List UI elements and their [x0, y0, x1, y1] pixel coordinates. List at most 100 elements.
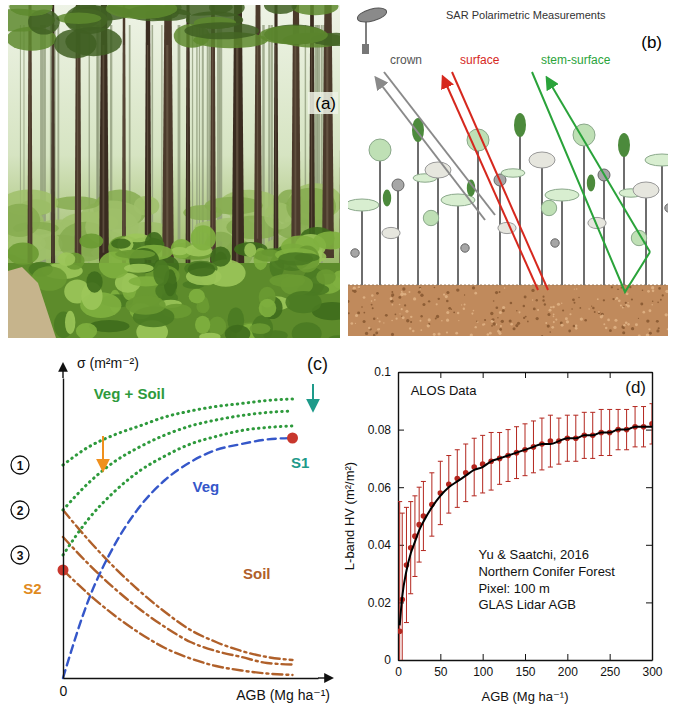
x-axis-tick: 100	[473, 654, 493, 679]
soil-grain	[436, 303, 438, 305]
soil-grain	[626, 292, 629, 295]
axis-arrow	[62, 364, 63, 378]
stem	[519, 125, 521, 285]
soil-grain	[495, 291, 498, 294]
soil-grain	[473, 310, 475, 312]
soil-grain	[373, 317, 376, 320]
stem	[361, 205, 363, 285]
photo-background	[8, 5, 340, 338]
soil-grain	[502, 306, 505, 309]
tick-mark	[567, 654, 568, 660]
tick-label: 100	[473, 665, 493, 679]
ray	[384, 72, 495, 215]
tick-mark	[567, 372, 568, 378]
y-axis-title: L-band HV (m²/m²)	[342, 462, 357, 570]
stem	[437, 170, 439, 285]
soil-grain	[536, 299, 538, 301]
panel-d: 05010015020025030000.020.040.060.080.1AL…	[342, 365, 663, 710]
crown-ball	[541, 200, 556, 215]
annotation: GLAS Lidar AGB	[478, 597, 576, 612]
soil-grain	[436, 315, 439, 318]
x-axis-top-tick	[610, 372, 611, 378]
soil-grain	[642, 290, 644, 292]
curve	[63, 426, 293, 555]
curve	[63, 411, 293, 510]
crown-hatched	[633, 182, 659, 198]
soil-grain	[612, 298, 614, 300]
stem	[561, 195, 563, 285]
soil-grain	[592, 307, 595, 310]
soil-grain	[576, 288, 577, 289]
understory	[115, 250, 155, 259]
crown-sphere	[461, 244, 469, 252]
soil-grain	[409, 327, 411, 329]
soil-grain	[501, 320, 504, 323]
y-axis-tick: 0	[384, 653, 404, 667]
level-marker	[11, 501, 29, 519]
plot-area	[398, 404, 652, 660]
soil-grain	[496, 306, 499, 309]
crown-needle	[587, 175, 595, 192]
soil-grain	[410, 321, 412, 323]
soil-grain	[391, 293, 394, 296]
antenna-base	[362, 44, 369, 54]
soil-grain	[620, 304, 622, 306]
trunk	[51, 5, 55, 291]
soil-grain	[375, 332, 378, 335]
soil-grain	[446, 291, 449, 294]
soil-grain	[611, 286, 613, 288]
canopy	[9, 5, 53, 16]
soil-grain	[575, 325, 577, 327]
soil-grain	[647, 290, 650, 293]
tick-mark	[646, 602, 652, 603]
error-bar	[455, 450, 460, 508]
distant-trunk	[178, 25, 181, 266]
soil-grain	[648, 328, 650, 330]
stem	[541, 160, 543, 285]
x-axis: 050100150200250300	[395, 654, 663, 679]
soil-grain	[518, 311, 520, 313]
soil-grain	[391, 295, 393, 297]
soil-grain	[484, 319, 486, 321]
tick-mark	[398, 430, 404, 431]
error-bar	[446, 456, 451, 514]
soil-grain	[594, 311, 596, 313]
soil-grain	[605, 327, 608, 330]
trunk-highlight	[295, 45, 297, 267]
soil-grain	[541, 335, 543, 336]
tick-mark	[646, 487, 652, 488]
y-axis-tick: 0.1	[374, 365, 404, 379]
soil-grain	[385, 314, 388, 317]
soil-grain	[640, 302, 643, 305]
soil-grain	[651, 286, 654, 289]
crown-hatched	[498, 222, 516, 233]
tick-mark	[525, 372, 526, 378]
soil-grain	[662, 294, 664, 296]
x-axis-tick: 250	[600, 654, 620, 679]
understory-base	[8, 263, 340, 338]
tick-mark	[440, 372, 441, 378]
soil-grain	[490, 312, 493, 315]
soil-grain	[552, 306, 555, 309]
soil-grain	[475, 326, 477, 328]
soil-grain	[660, 299, 662, 301]
soil-grain	[607, 319, 610, 322]
tick-mark	[398, 372, 404, 373]
soil-grain	[418, 291, 421, 294]
soil-grain	[474, 292, 477, 295]
y-axis	[63, 379, 64, 679]
canopy	[259, 26, 328, 45]
soil-grain	[638, 318, 639, 319]
soil-grain	[470, 334, 473, 336]
soil-grain	[573, 325, 576, 328]
canopy	[264, 5, 297, 14]
soil-grain	[499, 311, 502, 314]
annotation: Soil	[243, 565, 271, 582]
soil-grain	[543, 296, 545, 298]
soil-grain	[398, 296, 401, 299]
panel-label: (b)	[641, 33, 662, 52]
soil-grain	[371, 300, 373, 302]
understory	[278, 252, 313, 265]
soil-grain	[363, 296, 366, 299]
soil-grain	[646, 333, 649, 336]
